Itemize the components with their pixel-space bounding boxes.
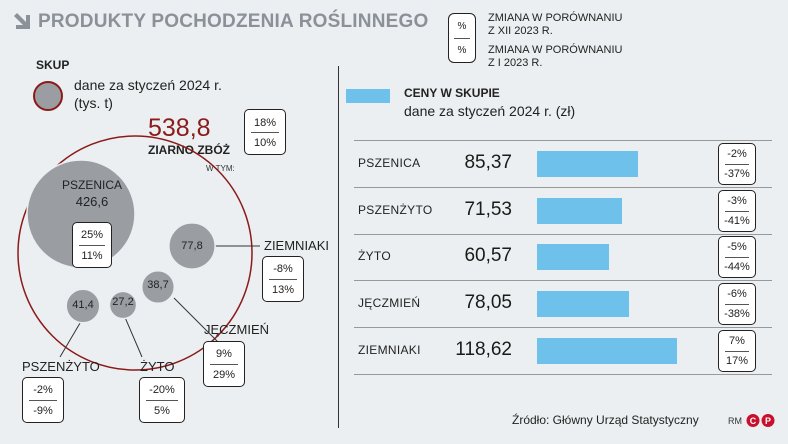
- bubble-value-zyto: 27,2: [112, 296, 134, 308]
- label-zyto: ŻYTO: [140, 359, 175, 374]
- bubble-4: [108, 290, 138, 320]
- total-value: 538,8: [148, 114, 211, 142]
- total-circle: [17, 135, 253, 371]
- label-ziemniaki: ZIEMNIAKI: [264, 238, 330, 253]
- legend-label-1: ZMIANA W PORÓWNANIU Z XII 2023 R.: [488, 12, 623, 37]
- pszenzyto-change-dec: -2%: [33, 384, 53, 396]
- price-row-separator: [354, 187, 772, 188]
- label-jeczmien: JĘCZMIEŃ: [204, 322, 269, 337]
- price-bar: [537, 338, 678, 364]
- source-text: Źródło: Główny Urząd Statystyczny: [512, 413, 699, 427]
- total-change-box: 18% 10%: [244, 109, 286, 155]
- ceny-desc: dane za styczeń 2024 r. (zł): [404, 103, 576, 119]
- skup-legend-circle: [33, 81, 63, 111]
- ceny-title: CENY W SKUPIE: [404, 86, 500, 100]
- price-change-box: -3% -41%: [718, 190, 756, 232]
- ziemniaki-change-jan: 13%: [271, 284, 295, 296]
- price-bar: [537, 198, 622, 224]
- pszenica-change-box: 25% 11%: [72, 222, 112, 268]
- ziemniaki-change-dec: -8%: [273, 263, 293, 275]
- bubble-value-jeczmien: 38,7: [147, 279, 169, 291]
- arrow-down-right-icon: [14, 13, 30, 29]
- price-change-box: -2% -37%: [718, 143, 756, 185]
- bubble-2: [140, 269, 176, 305]
- price-row-name: PSZENICA: [358, 156, 421, 170]
- leader-pszenzyto: [59, 317, 84, 358]
- leader-zyto: [123, 314, 143, 358]
- skup-title: SKUP: [36, 58, 70, 72]
- price-row-separator: [354, 234, 772, 235]
- price-change-jan: -41%: [724, 215, 750, 227]
- page-title: PRODUKTY POCHODZENIA ROŚLINNEGO: [38, 11, 429, 32]
- price-change-dec: 7%: [729, 335, 745, 347]
- bubble-label-pszenica: PSZENICA: [61, 178, 122, 192]
- price-value: 85,37: [464, 152, 512, 173]
- zyto-change-dec: -20%: [149, 384, 175, 396]
- section-divider: [338, 66, 339, 428]
- price-row-name: PSZENŻYTO: [358, 203, 433, 217]
- svg-text:P: P: [765, 416, 771, 426]
- skup-desc-2: (tys. t): [74, 95, 113, 111]
- leader-jeczmien: [173, 297, 219, 343]
- price-row-separator: [354, 280, 772, 281]
- price-value: 60,57: [464, 245, 512, 266]
- jeczmien-change-jan: 29%: [212, 369, 236, 381]
- price-row-separator: [354, 327, 772, 328]
- price-change-dec: -3%: [727, 195, 747, 207]
- skup-desc-1: dane za styczeń 2024 r.: [74, 77, 222, 93]
- zyto-change-jan: 5%: [154, 405, 170, 417]
- legend-symbol-bottom: %: [457, 45, 467, 56]
- legend-symbol-top: %: [457, 21, 467, 32]
- bubble-3: [65, 288, 101, 324]
- price-row-name: JĘCZMIEŃ: [358, 296, 421, 310]
- price-row-separator: [354, 140, 772, 141]
- total-change-jan: 10%: [253, 137, 277, 149]
- total-change-dec: 18%: [253, 117, 277, 129]
- bubble-value-pszenzyto: 41,4: [72, 299, 94, 311]
- bubble-1: [168, 222, 216, 270]
- price-change-dec: -5%: [727, 241, 747, 253]
- ceny-legend-swatch: [346, 89, 390, 103]
- price-bar: [537, 244, 609, 270]
- svg-text:C: C: [750, 416, 757, 426]
- price-change-jan: 17%: [725, 355, 749, 367]
- price-change-dec: -2%: [727, 148, 747, 160]
- price-change-box: -5% -44%: [718, 236, 756, 278]
- pszenica-change-jan: 11%: [81, 250, 103, 262]
- price-row-separator: [354, 374, 772, 375]
- ziemniaki-change-box: -8% 13%: [262, 256, 304, 302]
- price-change-box: 7% 17%: [718, 330, 756, 372]
- price-change-jan: -37%: [724, 168, 750, 180]
- price-change-jan: -44%: [724, 261, 750, 273]
- price-row-name: ŻYTO: [358, 249, 391, 263]
- price-row-name: ZIEMNIAKI: [358, 343, 421, 357]
- price-bar: [537, 291, 630, 317]
- bubble-value-ziemniaki: 77,8: [181, 240, 203, 252]
- price-change-dec: -6%: [727, 288, 747, 300]
- price-value: 78,05: [464, 292, 512, 313]
- label-pszenzyto: PSZENŻYTO: [22, 359, 100, 374]
- pszenzyto-change-box: -2% -9%: [22, 377, 64, 423]
- pszenica-change-dec: 25%: [80, 229, 104, 241]
- w-tym-label: W TYM:: [206, 164, 235, 173]
- price-bar: [537, 151, 639, 177]
- publisher-logo: C P: [746, 414, 775, 427]
- legend-label-2: ZMIANA W PORÓWNANIU Z I 2023 R.: [488, 44, 623, 69]
- price-value: 118,62: [455, 339, 512, 360]
- pszenzyto-change-jan: -9%: [33, 405, 53, 417]
- jeczmien-change-dec: 9%: [216, 348, 232, 360]
- price-change-box: -6% -38%: [718, 283, 756, 325]
- zyto-change-box: -20% 5%: [139, 377, 185, 423]
- bubble-value-pszenica: 426,6: [75, 194, 109, 209]
- credit-text: RM: [728, 416, 742, 426]
- price-change-jan: -38%: [724, 308, 750, 320]
- legend-change-box: % %: [448, 13, 476, 63]
- price-value: 71,53: [464, 199, 512, 220]
- jeczmien-change-box: 9% 29%: [203, 341, 245, 387]
